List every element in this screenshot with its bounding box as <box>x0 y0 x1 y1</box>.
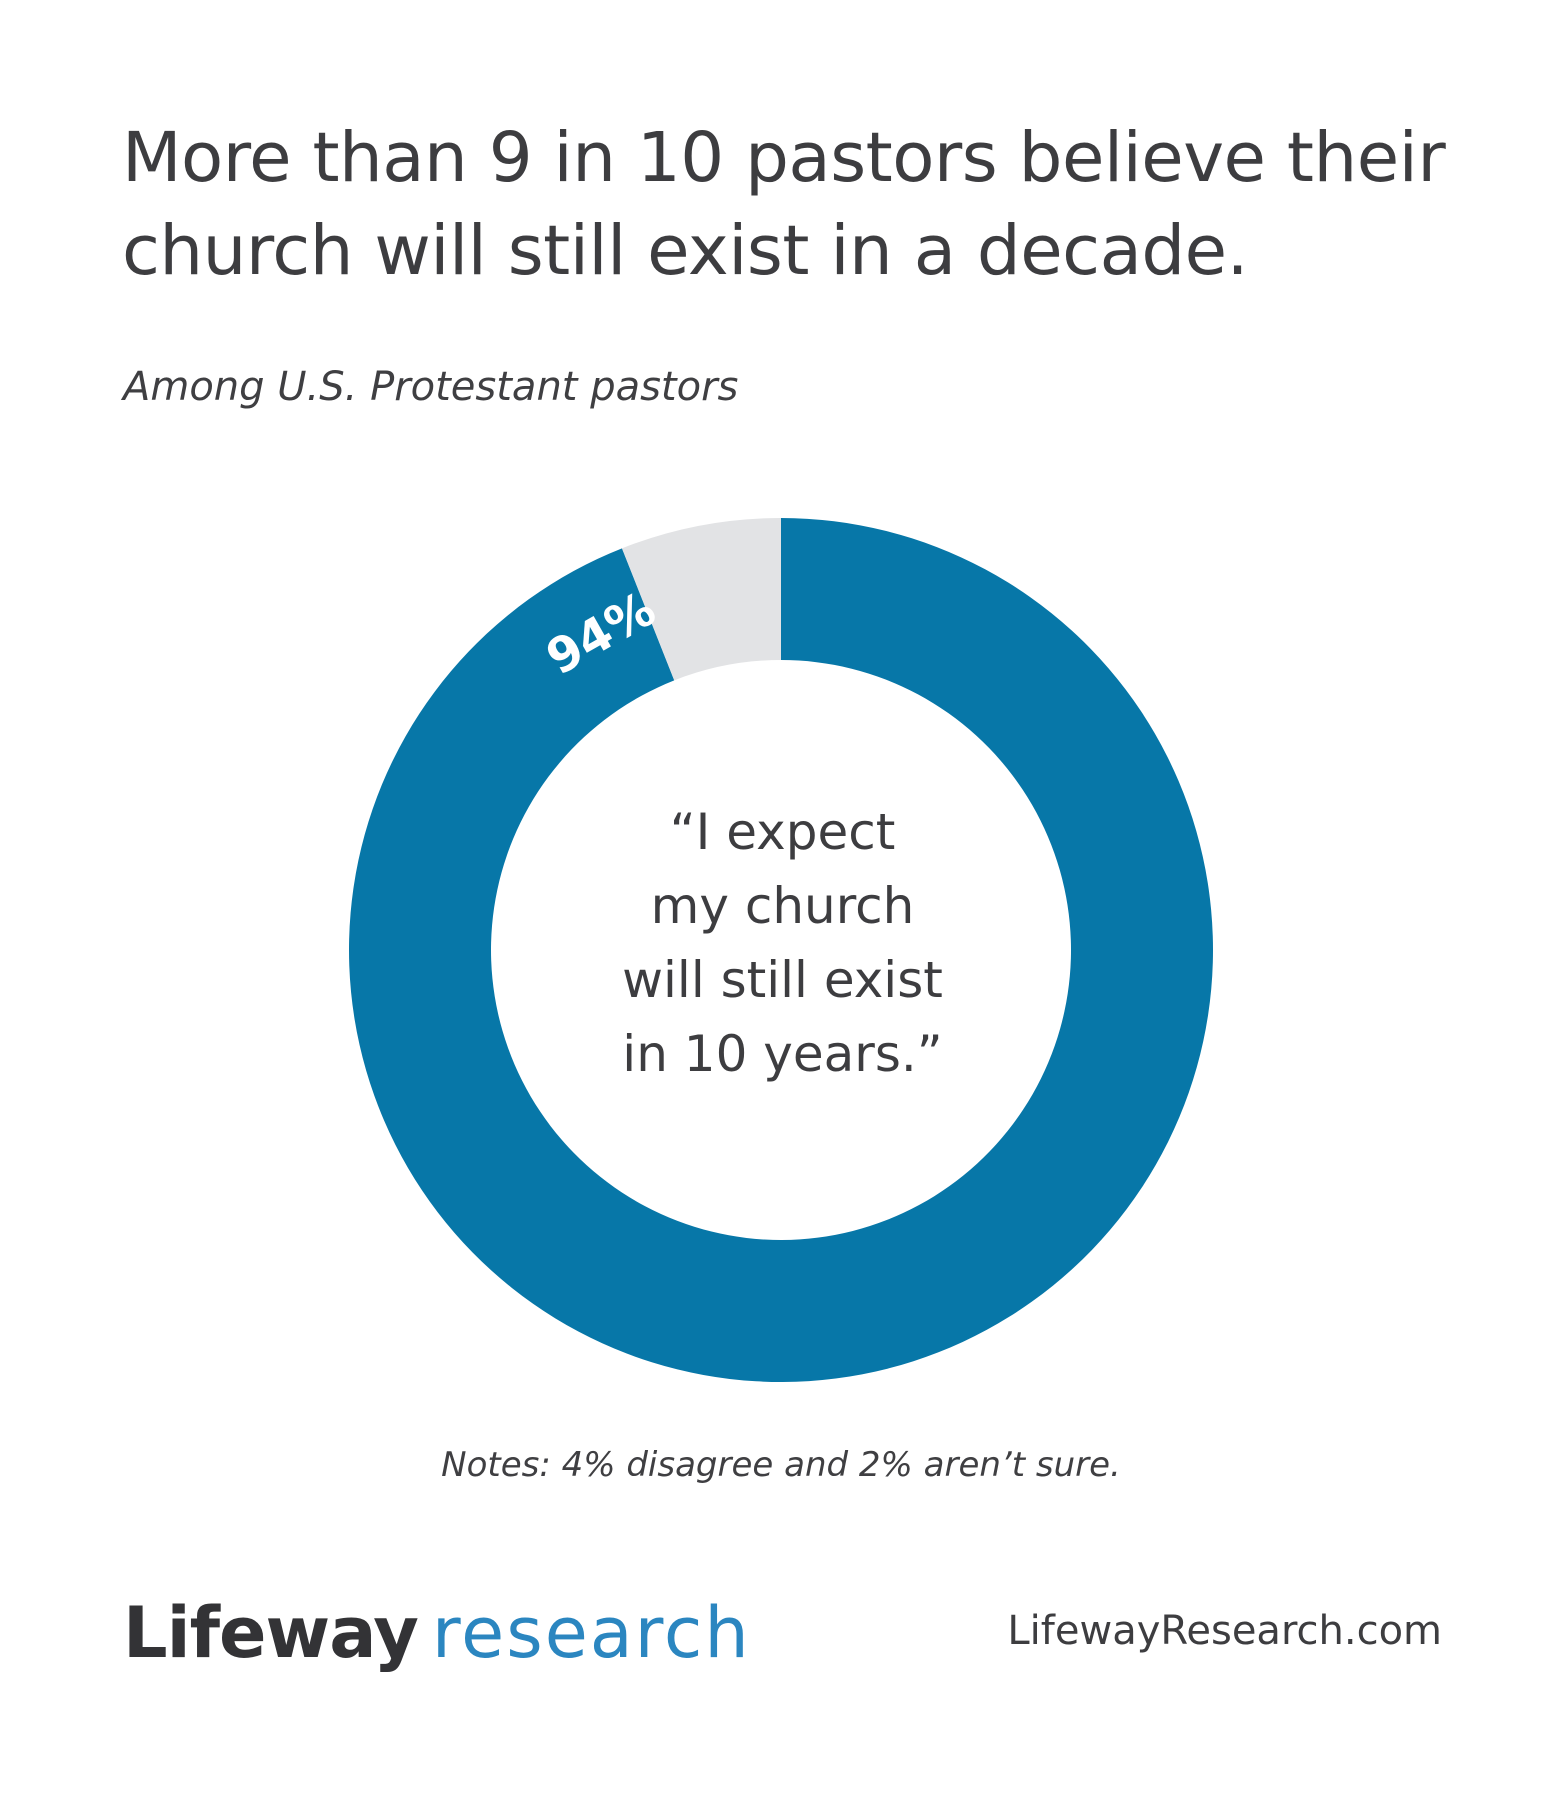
logo-brand: Lifeway <box>123 1592 419 1674</box>
website-link[interactable]: LifewayResearch.com <box>1007 1608 1442 1654</box>
quote-line: my church <box>650 877 915 935</box>
chart-subtitle: Among U.S. Protestant pastors <box>123 364 739 410</box>
logo-suffix: research <box>431 1592 751 1674</box>
quote-line: will still exist <box>622 951 943 1009</box>
center-quote: “I expect my church will still exist in … <box>570 795 995 1091</box>
quote-line: “I expect <box>669 803 896 861</box>
quote-line: in 10 years.” <box>622 1025 943 1083</box>
chart-title: More than 9 in 10 pastors believe their … <box>122 118 1446 291</box>
donut-slice-1 <box>621 518 781 681</box>
donut-slice-0 <box>349 518 1214 1382</box>
chart-notes: Notes: 4% disagree and 2% aren’t sure. <box>441 1445 1121 1485</box>
lifeway-research-logo: Lifeway research <box>123 1588 751 1678</box>
